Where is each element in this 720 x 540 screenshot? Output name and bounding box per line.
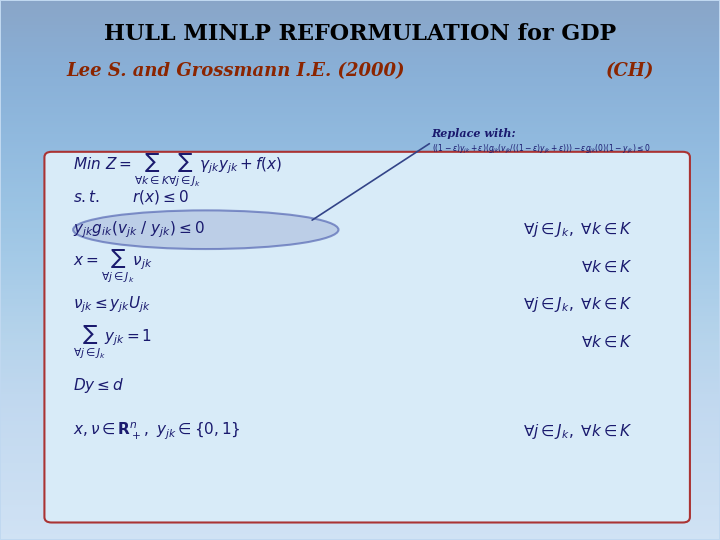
Text: $s.t. \qquad r(x) \leq 0$: $s.t. \qquad r(x) \leq 0$	[73, 188, 189, 206]
Text: Lee S. and Grossmann I.E. (2000): Lee S. and Grossmann I.E. (2000)	[66, 62, 405, 80]
Text: Replace with:: Replace with:	[432, 127, 516, 138]
Text: HULL MINLP REFORMULATION for GDP: HULL MINLP REFORMULATION for GDP	[104, 23, 616, 45]
Text: $\sum_{\forall j \in J_k} y_{jk} = 1$: $\sum_{\forall j \in J_k} y_{jk} = 1$	[73, 325, 152, 361]
Text: $x = \sum_{\forall j \in J_k} \nu_{jk}$: $x = \sum_{\forall j \in J_k} \nu_{jk}$	[73, 249, 153, 286]
Text: $y_{jk}g_{ik}(v_{jk}\ /\ y_{jk}) \leq 0$: $y_{jk}g_{ik}(v_{jk}\ /\ y_{jk}) \leq 0$	[73, 219, 205, 240]
Text: $\forall j \in J_k,\ \forall k \in K$: $\forall j \in J_k,\ \forall k \in K$	[523, 422, 633, 441]
Text: $\forall k \in K$: $\forall k \in K$	[581, 260, 633, 275]
Text: $\nu_{jk} \leq y_{jk} U_{jk}$: $\nu_{jk} \leq y_{jk} U_{jk}$	[73, 295, 151, 315]
Text: $((1-\varepsilon)y_{jk}+\varepsilon)(g_{jk}(v_{jk}/((1-\varepsilon)y_{jk}+\varep: $((1-\varepsilon)y_{jk}+\varepsilon)(g_{…	[432, 143, 650, 156]
Text: $x, \nu \in \mathbf{R}^n_+,\ y_{jk} \in \{0,1\}$: $x, \nu \in \mathbf{R}^n_+,\ y_{jk} \in …	[73, 421, 241, 442]
Text: $\forall j \in J_k,\ \forall k \in K$: $\forall j \in J_k,\ \forall k \in K$	[523, 220, 633, 239]
Text: $\forall k \in K$: $\forall k \in K$	[581, 335, 633, 350]
Text: $Dy \leq d$: $Dy \leq d$	[73, 376, 125, 395]
Ellipse shape	[73, 211, 338, 249]
Text: $\forall j \in J_k,\ \forall k \in K$: $\forall j \in J_k,\ \forall k \in K$	[523, 295, 633, 314]
Text: (CH): (CH)	[606, 62, 654, 80]
FancyBboxPatch shape	[45, 152, 690, 523]
Text: $Min\ Z = \sum_{\forall k \in K}\sum_{\forall j \in J_k} \gamma_{jk} y_{jk} + f(: $Min\ Z = \sum_{\forall k \in K}\sum_{\f…	[73, 152, 283, 188]
